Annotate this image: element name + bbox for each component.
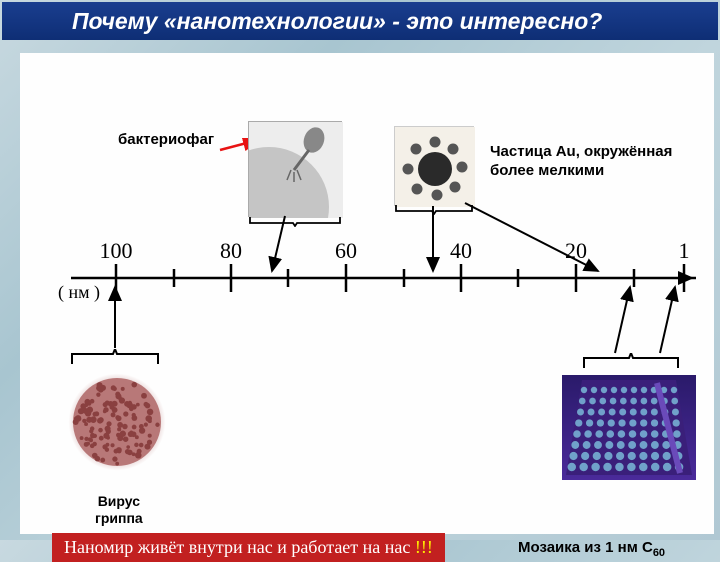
au-particle-label: Частица Au, окружённая более мелкими	[490, 143, 672, 181]
c60-label-text: Мозаика из 1 нм C	[518, 539, 653, 556]
axis-tick-label: 100	[100, 238, 133, 264]
au-particle-image	[394, 126, 474, 206]
axis-tick-label: 1	[679, 238, 690, 264]
au-label-line2: более мелкими	[490, 162, 604, 179]
scale-axis	[56, 223, 720, 303]
virus-label-l2: гриппа	[95, 510, 143, 526]
title-bar: Почему «нанотехнологии» - это интересно?	[2, 2, 718, 40]
bacteriophage-label: бактериофаг	[118, 131, 214, 148]
bacteriophage-image	[248, 121, 342, 217]
content-area: бактериофаг Частица Au,	[20, 53, 714, 534]
axis-tick-label: 80	[220, 238, 242, 264]
virus-bracket	[70, 349, 160, 369]
axis-tick-label: 20	[565, 238, 587, 264]
c60-label-sub: 60	[653, 547, 665, 559]
flu-virus-label: Вирус гриппа	[95, 493, 143, 527]
au-label-line1: Частица Au, окружённая	[490, 143, 672, 160]
axis-tick-label: 60	[335, 238, 357, 264]
c60-mosaic-image	[562, 375, 696, 480]
banner-text: Наномир живёт внутри нас и работает на н…	[64, 537, 415, 557]
axis-tick-label: 40	[450, 238, 472, 264]
page-title: Почему «нанотехнологии» - это интересно?	[72, 8, 602, 35]
flu-virus-image	[68, 373, 166, 471]
virus-label-l1: Вирус	[98, 493, 140, 509]
nanoworld-banner: Наномир живёт внутри нас и работает на н…	[52, 533, 445, 562]
nm-unit-label: ( нм )	[58, 282, 100, 303]
banner-exclaim: !!!	[415, 537, 433, 557]
c60-label: Мозаика из 1 нм C60	[518, 539, 665, 559]
c60-bracket	[582, 353, 680, 373]
